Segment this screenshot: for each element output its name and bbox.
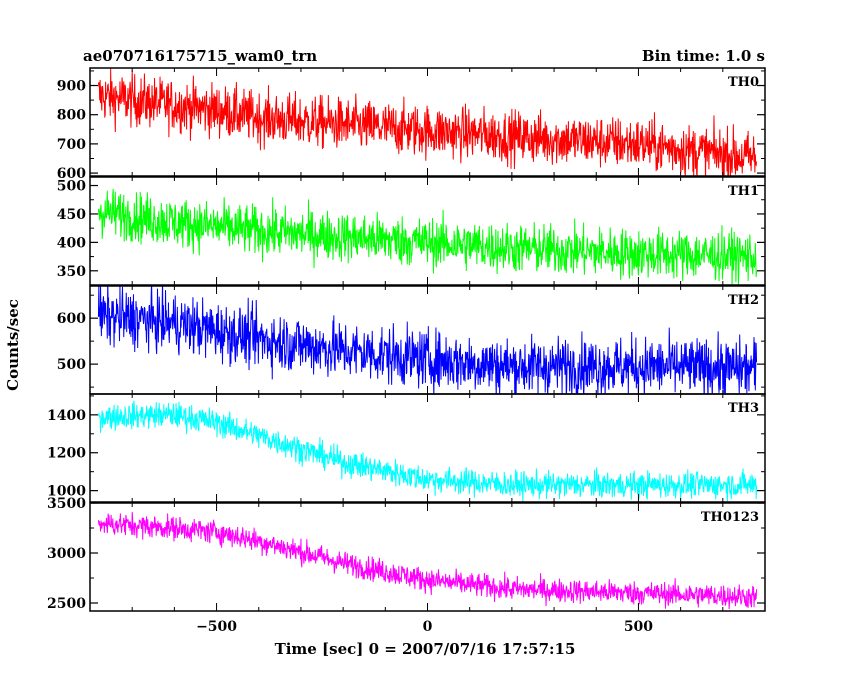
y-tick-label: 700 [57,137,86,153]
panel-th2: 500 600 TH2 [57,285,766,395]
x-tick-label: 0 [423,619,433,635]
y-tick-label: 600 [57,166,86,182]
y-tick-label: 800 [57,108,86,124]
y-tick-label: 3500 [47,496,86,512]
y-tick-label: 2500 [47,596,86,612]
panel-label: TH0 [728,75,759,90]
y-tick-label: 500 [57,179,86,195]
y-tick-label: 400 [57,235,86,251]
panel-frame [89,176,766,286]
panel-th0: 600 700 800 900 TH0 [57,67,766,182]
panel-label: TH3 [728,401,759,416]
y-axis-label: Counts/sec [4,299,22,391]
panel-label: TH2 [728,293,759,308]
panel-label: TH1 [728,184,759,199]
panel-th3: 1000 1200 1400 TH3 [47,393,766,503]
trace-th0 [97,68,758,176]
y-tick-label: 1000 [47,484,86,500]
panel-label: TH0123 [701,510,759,525]
trace-th0123 [97,511,758,609]
x-tick-label: −500 [196,619,237,635]
y-tick-label: 1400 [47,408,86,424]
y-tick-label: 900 [57,79,86,95]
panel-th0123: 2500 3000 3500 TH0123 [47,496,766,612]
panel-th1: 350 400 450 500 TH1 [57,176,766,286]
y-tick-label: 1200 [47,446,86,462]
y-tick-label: 350 [57,264,86,280]
x-tick-label: 500 [624,619,653,635]
chart-subtitle: Bin time: 1.0 s [642,47,765,65]
y-tick-label: 600 [57,311,86,327]
chart-title: ae070716175715_wam0_trn [83,47,317,65]
trace-th2 [97,286,758,394]
trace-th1 [97,188,758,285]
y-tick-label: 450 [57,207,86,223]
x-axis-label: Time [sec] 0 = 2007/07/16 17:57:15 [275,640,576,658]
y-tick-label: 500 [57,357,86,373]
y-tick-label: 3000 [47,546,86,562]
trace-th3 [97,400,758,502]
